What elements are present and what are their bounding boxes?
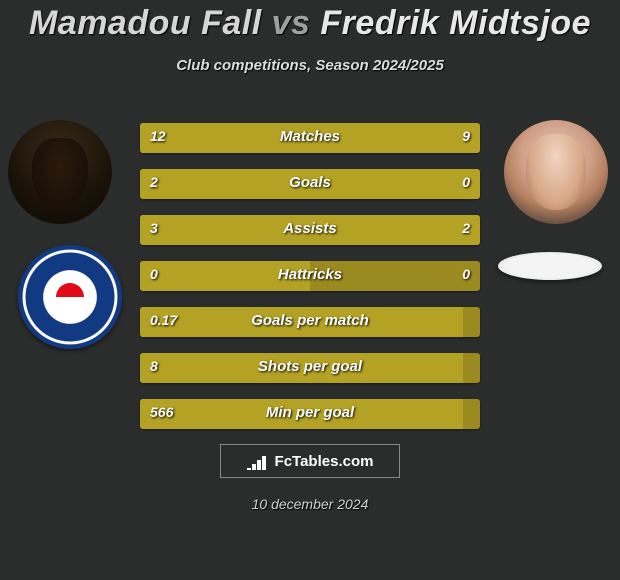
stat-row: 8Shots per goal <box>140 353 480 383</box>
branding-badge: FcTables.com <box>220 444 400 478</box>
stat-label: Shots per goal <box>140 358 480 375</box>
stat-value-right: 0 <box>462 174 470 190</box>
stat-row: 566Min per goal <box>140 399 480 429</box>
stat-row: 0Hattricks0 <box>140 261 480 291</box>
stat-row: 2Goals0 <box>140 169 480 199</box>
stat-value-right: 9 <box>462 128 470 144</box>
stat-label: Min per goal <box>140 404 480 421</box>
player2-name: Fredrik Midtsjoe <box>320 4 591 42</box>
vs-label: vs <box>272 4 311 42</box>
stat-label: Assists <box>140 220 480 237</box>
branding-text: FcTables.com <box>275 453 374 470</box>
player1-club-badge <box>18 245 122 349</box>
comparison-title: Mamadou Fall vs Fredrik Midtsjoe <box>0 0 620 43</box>
stat-value-right: 2 <box>462 220 470 236</box>
stat-label: Hattricks <box>140 266 480 283</box>
stat-row: 3Assists2 <box>140 215 480 245</box>
date-label: 10 december 2024 <box>0 496 620 512</box>
bar-chart-icon <box>247 452 269 470</box>
player1-avatar <box>8 120 112 224</box>
player2-avatar <box>504 120 608 224</box>
stat-row: 12Matches9 <box>140 123 480 153</box>
subtitle: Club competitions, Season 2024/2025 <box>0 57 620 74</box>
stat-label: Matches <box>140 128 480 145</box>
stat-value-right: 0 <box>462 266 470 282</box>
player2-club-badge <box>498 252 602 280</box>
stat-label: Goals <box>140 174 480 191</box>
stat-row: 0.17Goals per match <box>140 307 480 337</box>
stat-label: Goals per match <box>140 312 480 329</box>
player1-name: Mamadou Fall <box>29 4 262 42</box>
stat-bars: 12Matches92Goals03Assists20Hattricks00.1… <box>140 123 480 445</box>
